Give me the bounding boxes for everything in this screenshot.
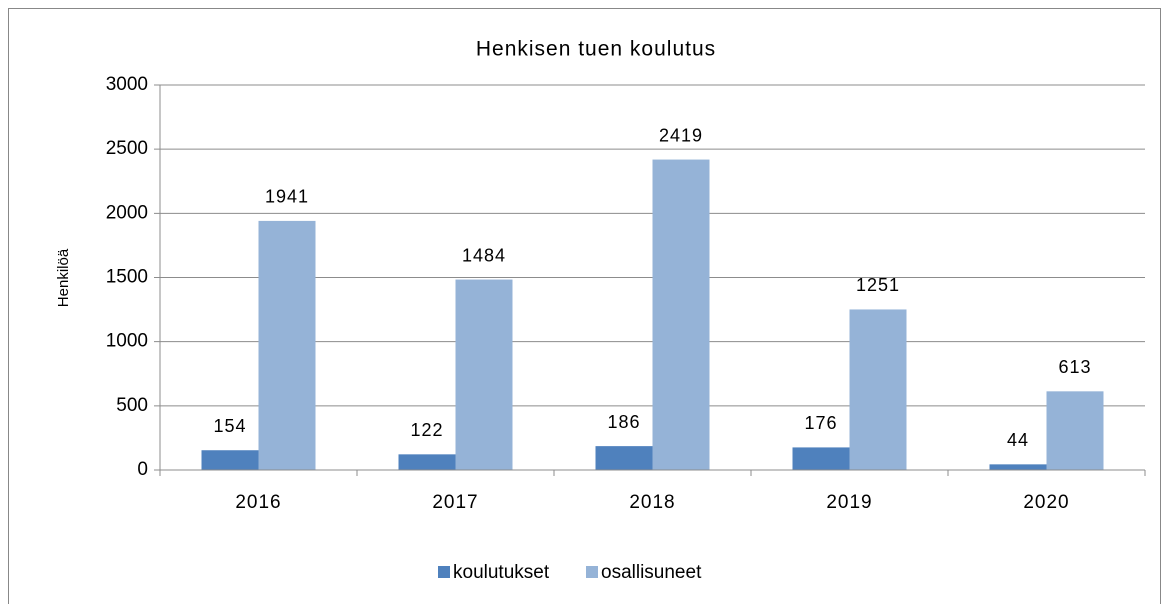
bar xyxy=(595,446,653,470)
y-tick-label: 500 xyxy=(116,395,148,416)
x-tick-label: 2016 xyxy=(235,492,281,513)
value-label: 154 xyxy=(213,416,246,436)
chart-title: Henkisen tuen koulutus xyxy=(476,38,716,61)
y-axis-label: Henkilöä xyxy=(55,248,72,307)
bar xyxy=(398,454,456,470)
value-label: 1251 xyxy=(856,275,900,295)
value-label: 176 xyxy=(804,413,837,433)
y-tick-label: 0 xyxy=(137,459,148,480)
value-label: 186 xyxy=(607,412,640,432)
x-tick-label: 2017 xyxy=(432,492,478,513)
y-tick-label: 1000 xyxy=(106,331,148,352)
bar xyxy=(792,447,850,470)
legend-label: osallisuneet xyxy=(601,562,702,583)
value-label: 2419 xyxy=(659,125,703,145)
value-label: 1484 xyxy=(462,245,506,265)
y-tick-label: 2500 xyxy=(106,138,148,159)
bar xyxy=(1046,391,1104,470)
legend-label: koulutukset xyxy=(453,562,550,583)
value-label: 122 xyxy=(410,420,443,440)
value-label: 613 xyxy=(1058,357,1091,377)
y-tick-label: 3000 xyxy=(106,74,148,95)
bar xyxy=(989,464,1047,470)
x-tick-label: 2020 xyxy=(1023,492,1069,513)
y-tick-label: 2000 xyxy=(106,202,148,223)
x-tick-label: 2019 xyxy=(826,492,872,513)
value-label: 1941 xyxy=(265,187,309,207)
legend-swatch xyxy=(586,566,598,578)
legend-swatch xyxy=(438,566,450,578)
x-tick-label: 2018 xyxy=(629,492,675,513)
bar xyxy=(455,279,513,470)
bar xyxy=(258,220,316,470)
chart-frame xyxy=(8,8,1161,604)
value-label: 44 xyxy=(1007,430,1029,450)
y-tick-label: 1500 xyxy=(106,267,148,288)
bar xyxy=(652,159,710,471)
bar xyxy=(201,450,259,470)
bar xyxy=(849,309,907,470)
